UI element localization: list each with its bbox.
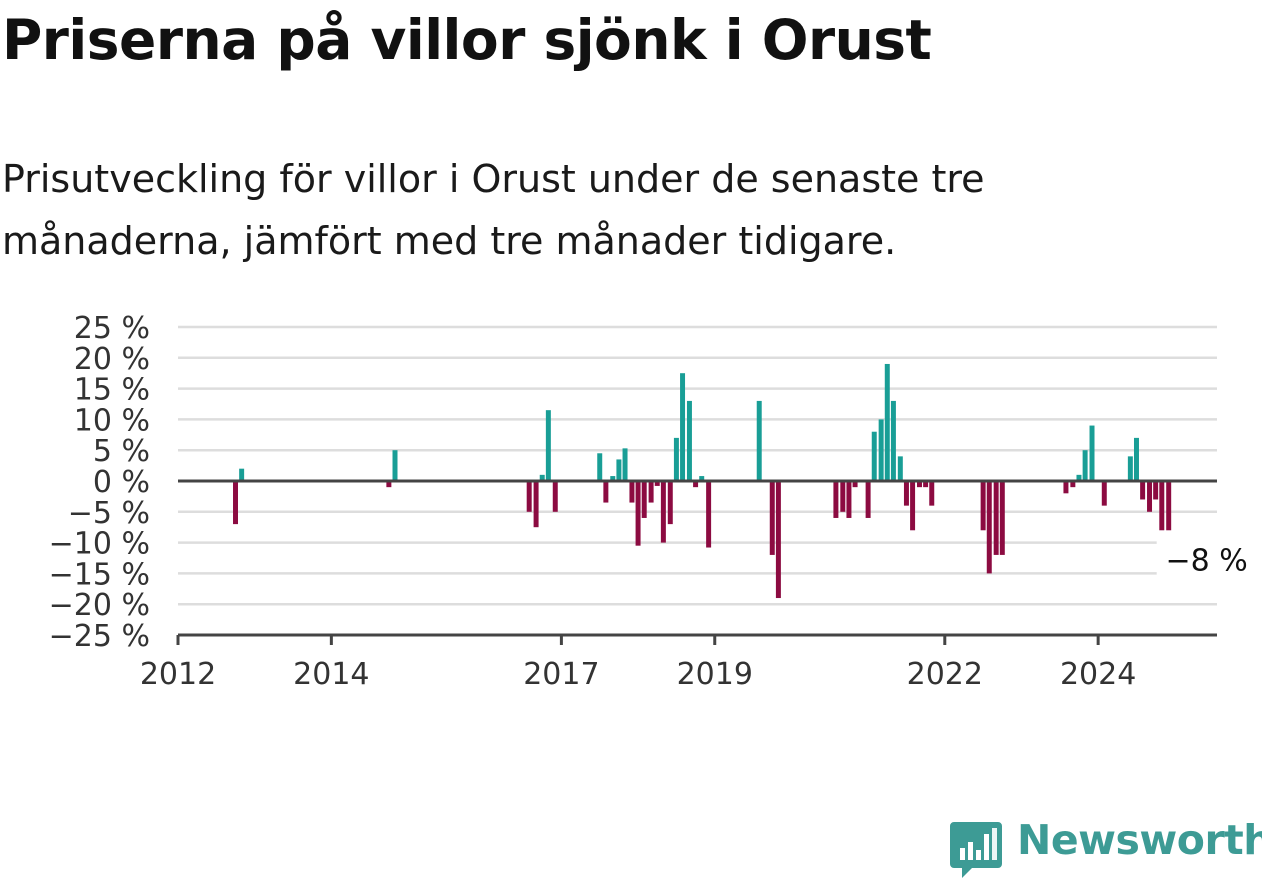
- annotation-background: [1156, 538, 1257, 581]
- negative-bar: [706, 481, 712, 548]
- positive-bar: [884, 363, 890, 481]
- brand-name: Newsworthy: [1017, 816, 1262, 864]
- y-tick-label: 5 %: [93, 434, 150, 469]
- newsworthy-bar-chart-icon: [950, 822, 1002, 878]
- negative-bar: [629, 481, 635, 503]
- y-tick-label: 25 %: [74, 311, 150, 346]
- negative-bar: [660, 481, 666, 543]
- positive-bar: [239, 468, 245, 481]
- negative-bar: [635, 481, 641, 546]
- negative-bar: [1147, 481, 1153, 512]
- negative-bar: [654, 481, 660, 486]
- negative-bar: [552, 481, 558, 512]
- positive-bar: [1082, 450, 1088, 481]
- negative-bar: [929, 481, 935, 506]
- negative-bar: [526, 481, 532, 512]
- positive-bar: [673, 437, 679, 481]
- positive-bar: [622, 448, 628, 481]
- negative-bar: [910, 481, 916, 531]
- negative-bar: [1070, 481, 1076, 488]
- positive-bar: [1076, 474, 1082, 481]
- negative-bar: [667, 481, 673, 525]
- negative-bar: [999, 481, 1005, 555]
- negative-bar: [1140, 481, 1146, 500]
- positive-bar: [392, 450, 398, 481]
- negative-bar: [769, 481, 775, 555]
- negative-bar: [1159, 481, 1165, 531]
- negative-bar: [1101, 481, 1107, 506]
- positive-bar: [878, 419, 884, 481]
- y-tick-label: −25 %: [49, 619, 150, 654]
- positive-bar: [1127, 456, 1133, 481]
- positive-bar: [897, 456, 903, 481]
- x-axis: 2012 2014 2017 2019 2022 2024: [140, 633, 1217, 692]
- x-tick-label: 2017: [523, 657, 599, 692]
- positive-bar: [1133, 437, 1139, 481]
- positive-bar: [539, 474, 545, 481]
- positive-bar: [871, 431, 877, 481]
- positive-bar: [616, 459, 622, 481]
- positive-bar: [597, 453, 603, 481]
- positive-bar: [890, 400, 896, 481]
- negative-bar: [1063, 481, 1069, 494]
- negative-bar: [986, 481, 992, 574]
- negative-bar: [1166, 481, 1172, 531]
- x-tick-label: 2024: [1060, 657, 1136, 692]
- negative-bar: [923, 481, 929, 488]
- positive-bar: [756, 400, 762, 481]
- negative-bar: [1153, 481, 1159, 500]
- x-tick-label: 2022: [907, 657, 983, 692]
- positive-bar: [680, 373, 686, 481]
- newsworthy-logo: [950, 822, 1002, 878]
- chart-title: Priserna på villor sjönk i Orust: [2, 8, 932, 72]
- negative-bar: [846, 481, 852, 518]
- x-tick-label: 2014: [293, 657, 369, 692]
- gridlines: [178, 325, 1217, 606]
- bars: [233, 363, 1172, 599]
- y-tick-label: −15 %: [49, 557, 150, 592]
- y-axis: 25 %20 %15 %10 %5 %0 %−5 %−10 %−15 %−20 …: [49, 311, 150, 654]
- y-tick-label: −20 %: [49, 588, 150, 623]
- positive-bar: [610, 476, 616, 481]
- negative-bar: [903, 481, 909, 506]
- y-tick-label: −5 %: [68, 496, 150, 531]
- negative-bar: [233, 481, 239, 525]
- negative-bar: [693, 481, 699, 488]
- negative-bar: [993, 481, 999, 555]
- annotation-group: −8 %: [1156, 538, 1257, 581]
- negative-bar: [865, 481, 871, 518]
- negative-bar: [641, 481, 647, 518]
- y-tick-label: −10 %: [49, 527, 150, 562]
- positive-bar: [1089, 425, 1095, 481]
- x-tick-label: 2019: [677, 657, 753, 692]
- y-tick-label: 0 %: [93, 465, 150, 500]
- negative-bar: [833, 481, 839, 518]
- positive-bar: [699, 476, 705, 481]
- y-tick-label: 15 %: [74, 373, 150, 408]
- negative-bar: [980, 481, 986, 531]
- y-tick-label: 10 %: [74, 403, 150, 438]
- negative-bar: [648, 481, 654, 503]
- latest-value-label: −8 %: [1166, 543, 1248, 578]
- negative-bar: [386, 481, 392, 488]
- negative-bar: [603, 481, 609, 503]
- negative-bar: [840, 481, 846, 512]
- bar-chart: 25 %20 %15 %10 %5 %0 %−5 %−10 %−15 %−20 …: [49, 311, 1257, 692]
- positive-bar: [686, 400, 692, 481]
- y-tick-label: 20 %: [74, 342, 150, 377]
- x-tick-label: 2012: [140, 657, 216, 692]
- negative-bar: [852, 481, 858, 488]
- negative-bar: [916, 481, 922, 488]
- negative-bar: [775, 481, 781, 599]
- chart-subtitle: Prisutveckling för villor i Orust under …: [2, 157, 985, 263]
- negative-bar: [533, 481, 539, 528]
- positive-bar: [545, 410, 551, 481]
